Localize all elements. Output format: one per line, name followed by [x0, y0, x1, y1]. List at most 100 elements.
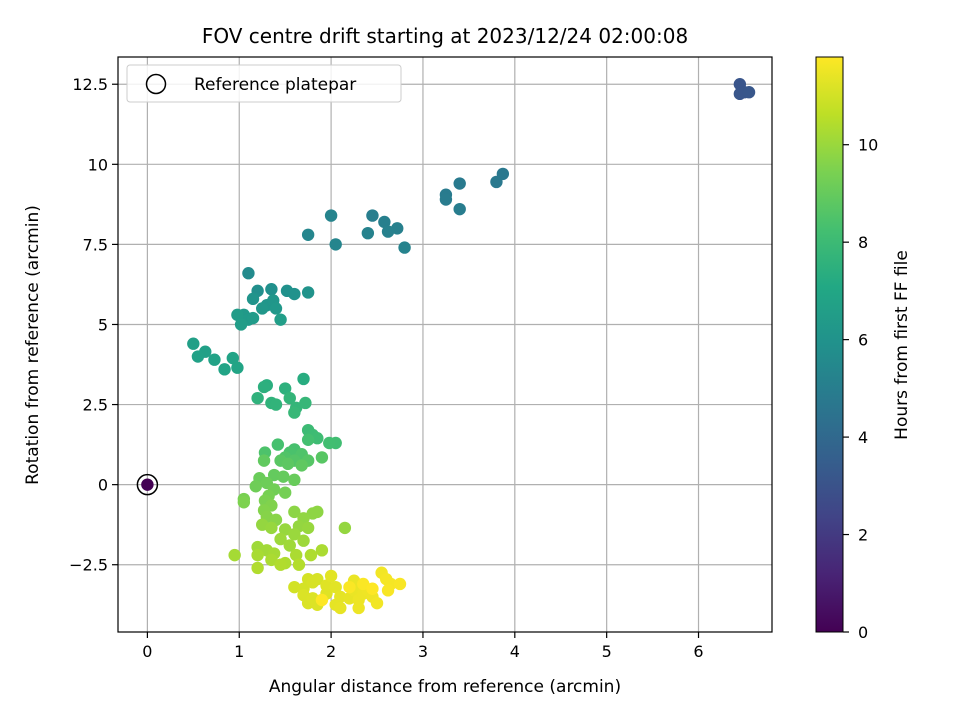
legend-marker-reference — [145, 73, 167, 95]
data-point — [304, 548, 318, 562]
data-point — [288, 528, 301, 541]
data-point — [288, 505, 301, 519]
data-point — [315, 451, 329, 464]
data-point — [301, 433, 315, 446]
data-point — [237, 496, 251, 509]
data-point — [278, 523, 292, 536]
data-point — [338, 521, 352, 535]
y-tick-label: 5 — [98, 315, 108, 334]
data-point — [311, 505, 324, 519]
data-point — [278, 382, 292, 395]
data-point — [315, 544, 329, 557]
data-point — [301, 286, 315, 299]
x-tick-label: 0 — [142, 642, 152, 661]
data-point — [265, 283, 278, 296]
colorbar-tick-label: 4 — [858, 428, 868, 447]
data-point — [301, 228, 315, 241]
data-point — [187, 337, 200, 350]
data-point — [251, 391, 264, 405]
data-point — [490, 175, 503, 189]
reference-ring — [136, 473, 159, 496]
data-point — [256, 302, 269, 315]
data-point — [439, 193, 453, 206]
data-point — [288, 406, 301, 419]
data-point — [301, 521, 315, 535]
data-point — [299, 396, 312, 410]
data-point — [281, 457, 295, 471]
reference-point — [141, 478, 154, 491]
x-tick-label: 1 — [234, 642, 244, 661]
data-point — [334, 601, 347, 615]
data-point — [742, 86, 756, 99]
data-point — [289, 548, 303, 562]
data-point — [246, 292, 260, 306]
colorbar: 0 2 4 6 8 10 Hours from first FF file — [815, 56, 912, 642]
data-point — [329, 238, 342, 251]
data-point — [271, 438, 285, 451]
data-point — [269, 302, 283, 315]
x-tick-label: 3 — [418, 642, 428, 661]
y-tick-label: 2.5 — [83, 396, 108, 415]
data-point — [733, 87, 747, 101]
data-point — [453, 177, 466, 190]
data-point — [257, 380, 271, 394]
data-point — [453, 202, 466, 216]
data-point — [370, 596, 384, 610]
plot-frame — [117, 56, 773, 633]
data-point — [246, 311, 260, 325]
data-point — [378, 215, 391, 229]
colorbar-tick-label: 6 — [858, 331, 868, 350]
data-point — [381, 584, 395, 597]
grid-lines — [118, 57, 772, 632]
colorbar-ticks: 0 2 4 6 8 10 — [843, 136, 878, 642]
data-points — [187, 78, 756, 615]
data-point — [366, 582, 379, 595]
data-point — [306, 576, 319, 589]
x-tick-label: 2 — [326, 642, 336, 661]
y-axis-label: Rotation from reference (arcmin) — [23, 205, 43, 485]
colorbar-tick-label: 2 — [858, 526, 868, 545]
data-point — [393, 577, 407, 591]
data-point — [274, 532, 287, 546]
data-point — [381, 225, 395, 238]
x-tick-label: 5 — [602, 642, 612, 661]
data-point — [288, 287, 301, 301]
data-point — [231, 308, 244, 322]
colorbar-tick-label: 8 — [858, 233, 868, 252]
data-point — [234, 318, 248, 331]
data-point — [288, 580, 301, 594]
data-point — [297, 372, 310, 386]
data-point — [265, 521, 278, 535]
data-point — [267, 468, 281, 482]
data-point — [297, 534, 310, 547]
data-point — [208, 353, 221, 366]
data-point — [277, 470, 290, 483]
data-point — [231, 361, 244, 374]
chart-title: FOV centre drift starting at 2023/12/24 … — [202, 24, 688, 48]
data-point — [366, 209, 379, 222]
data-point — [357, 577, 370, 591]
x-axis-label: Angular distance from reference (arcmin) — [269, 677, 621, 697]
data-point — [292, 558, 306, 571]
data-point — [218, 363, 231, 376]
data-point — [274, 558, 287, 571]
data-point — [398, 241, 411, 254]
data-point — [283, 539, 296, 552]
x-axis-ticks: 0 1 2 3 4 5 6 — [142, 632, 704, 661]
data-point — [361, 226, 375, 240]
data-point — [249, 480, 262, 493]
data-point — [274, 313, 287, 326]
data-point — [329, 580, 342, 594]
legend-box — [126, 64, 402, 103]
data-point — [288, 473, 301, 487]
y-tick-label: 0 — [98, 476, 108, 495]
data-point — [324, 569, 338, 583]
y-tick-label: 12.5 — [72, 75, 108, 94]
data-point — [324, 209, 338, 222]
data-point — [283, 391, 296, 405]
y-tick-label: 10 — [88, 155, 108, 174]
data-point — [311, 431, 324, 445]
colorbar-gradient — [815, 56, 844, 633]
colorbar-label: Hours from first FF file — [892, 250, 912, 440]
